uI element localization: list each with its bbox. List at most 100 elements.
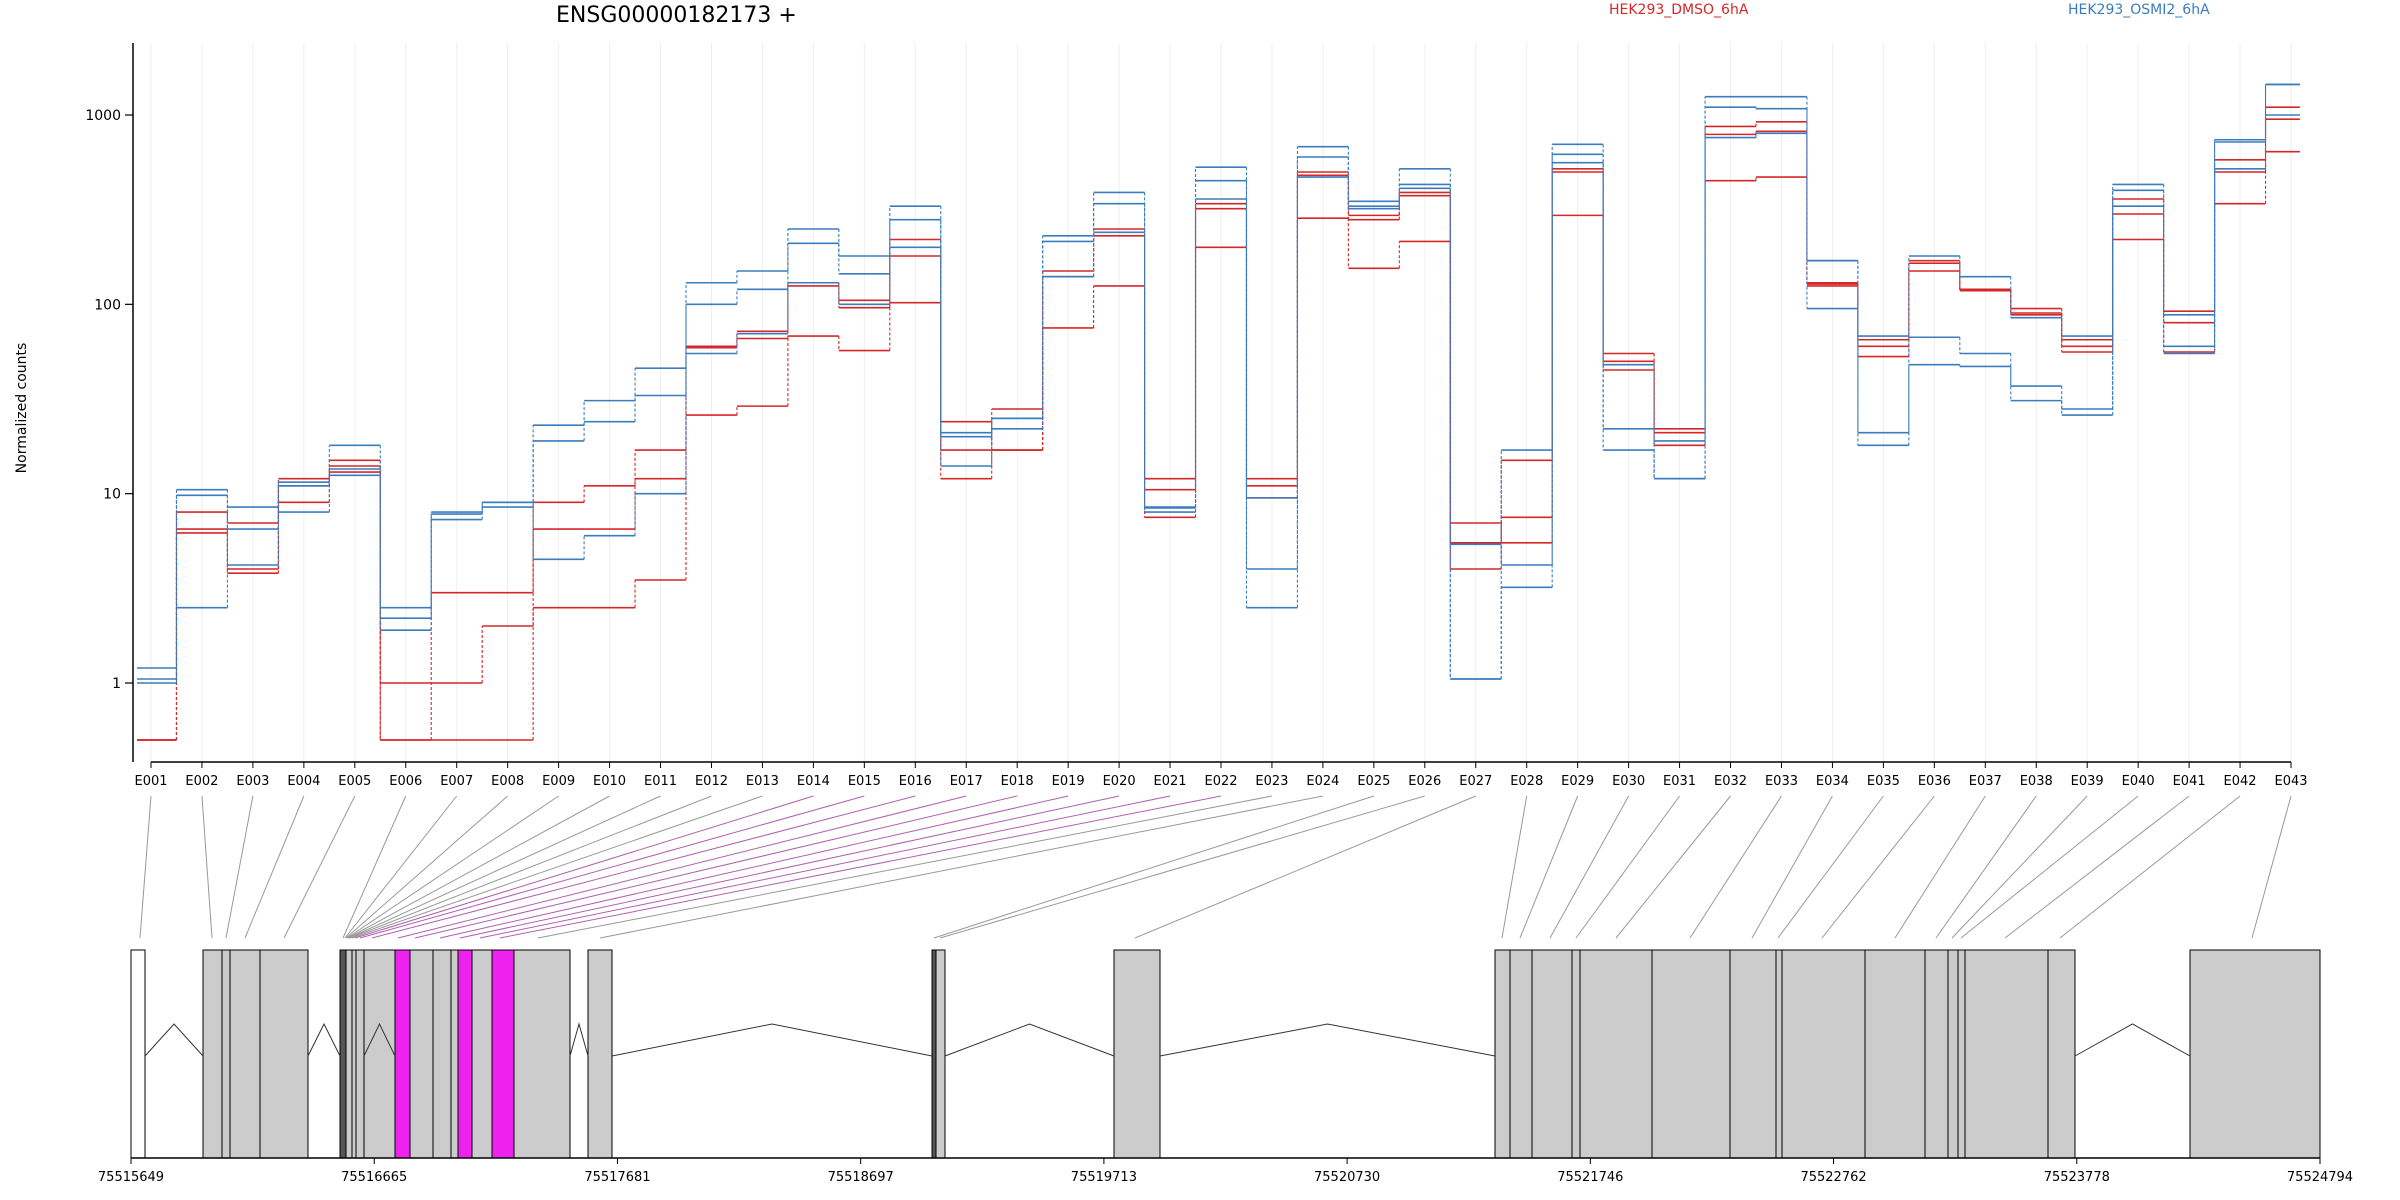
exon-connector	[351, 795, 763, 939]
exon-box	[935, 949, 946, 1159]
exon-connector	[2004, 795, 2190, 939]
exon-connector	[1894, 795, 1986, 939]
exon-connector	[359, 795, 865, 939]
exon-box	[1957, 949, 1966, 1159]
exon-box	[202, 949, 223, 1159]
exon-connector	[479, 795, 1171, 939]
exon-connector	[459, 795, 1120, 939]
exon-label-E016: E016	[899, 774, 932, 789]
exon-connector	[499, 795, 1222, 939]
exon-connector	[1935, 795, 2037, 939]
exon-connector	[414, 795, 1018, 939]
coord-label: 75521746	[1557, 1170, 1623, 1185]
exon-connector	[1821, 795, 1935, 939]
exon-connector	[1134, 795, 1476, 939]
exon-label-E019: E019	[1052, 774, 1085, 789]
exon-label-E033: E033	[1765, 774, 1798, 789]
exon-label-E028: E028	[1510, 774, 1543, 789]
exon-box	[1579, 949, 1653, 1159]
exon-box	[1571, 949, 1581, 1159]
exon-connector	[346, 795, 559, 939]
exon-box	[1509, 949, 1533, 1159]
exon-label-E034: E034	[1816, 774, 1849, 789]
exon-label-E035: E035	[1867, 774, 1900, 789]
intron-line	[611, 1023, 933, 1057]
exon-connector	[1777, 795, 1884, 939]
exon-label-E043: E043	[2274, 774, 2307, 789]
exon-label-E022: E022	[1204, 774, 1237, 789]
exon-box	[432, 949, 452, 1159]
exon-connector	[1549, 795, 1630, 939]
exon-label-E004: E004	[287, 774, 320, 789]
exon-label-E003: E003	[236, 774, 269, 789]
exon-box	[457, 949, 473, 1159]
exon-label-E032: E032	[1714, 774, 1747, 789]
exon-connector	[933, 795, 1375, 939]
exon-label-E008: E008	[491, 774, 524, 789]
exon-connector	[244, 795, 305, 939]
exon-label-E030: E030	[1612, 774, 1645, 789]
exon-label-E009: E009	[542, 774, 575, 789]
exon-connector	[939, 795, 1425, 939]
coord-label: 75522762	[1800, 1170, 1866, 1185]
exon-label-E002: E002	[185, 774, 218, 789]
exon-label-E029: E029	[1561, 774, 1594, 789]
exon-box	[1864, 949, 1926, 1159]
exon-box	[450, 949, 459, 1159]
exon-box	[339, 949, 347, 1159]
exon-connectors	[139, 795, 2292, 939]
exon-connector	[139, 795, 152, 939]
exon-label-E038: E038	[2020, 774, 2053, 789]
exon-label-E037: E037	[1969, 774, 2002, 789]
exon-connector	[397, 795, 967, 939]
exon-box	[130, 949, 146, 1159]
exon-connector	[348, 795, 661, 939]
y-tick-label: 100	[94, 297, 121, 313]
exon-connector	[225, 795, 254, 939]
series-lines	[136, 83, 2300, 741]
exon-box	[587, 949, 613, 1159]
intron-line	[944, 1023, 1115, 1057]
intron-line	[307, 1022, 341, 1057]
exon-label-E027: E027	[1459, 774, 1492, 789]
exon-connector	[344, 795, 458, 939]
exon-box	[1494, 949, 1511, 1159]
exon-connector	[371, 795, 916, 939]
exon-connector	[342, 795, 407, 939]
exon-box	[355, 949, 365, 1159]
exon-label-E025: E025	[1357, 774, 1390, 789]
exon-connector	[345, 795, 508, 939]
exon-box	[1775, 949, 1783, 1159]
exon-box	[491, 949, 515, 1159]
exon-label-E041: E041	[2173, 774, 2206, 789]
exon-labels: E001 E002 E003 E004 E005 E006 E007 E008 E009 E010…	[134, 762, 2308, 789]
exon-box	[1964, 949, 2049, 1159]
exon-label-E036: E036	[1918, 774, 1951, 789]
coord-label: 75516665	[341, 1170, 407, 1185]
exon-label-E018: E018	[1001, 774, 1034, 789]
exon-box	[1947, 949, 1959, 1159]
exon-box	[1924, 949, 1949, 1159]
legend-osmi2: HEK293_OSMI2_6hA	[2068, 2, 2210, 18]
series-HEK293_OSMI2_6hA	[136, 114, 2300, 684]
exon-box	[1113, 949, 1161, 1159]
exon-box	[1531, 949, 1573, 1159]
exon-box	[1651, 949, 1731, 1159]
exon-label-E020: E020	[1103, 774, 1136, 789]
exon-box	[229, 949, 261, 1159]
exon-connector	[599, 795, 1324, 939]
exon-connector	[283, 795, 356, 939]
exon-label-E024: E024	[1306, 774, 1339, 789]
intron-line	[1159, 1023, 1496, 1057]
exon-label-E013: E013	[746, 774, 779, 789]
exon-label-E039: E039	[2071, 774, 2104, 789]
intron-line	[569, 1022, 589, 1057]
exon-connector	[347, 795, 610, 939]
coord-label: 75523778	[2044, 1170, 2110, 1185]
exon-box	[931, 949, 937, 1159]
coord-label: 75520730	[1314, 1170, 1380, 1185]
intron-line	[144, 1023, 204, 1057]
exon-connector	[354, 795, 814, 939]
exon-box	[409, 949, 434, 1159]
exon-box	[259, 949, 309, 1159]
